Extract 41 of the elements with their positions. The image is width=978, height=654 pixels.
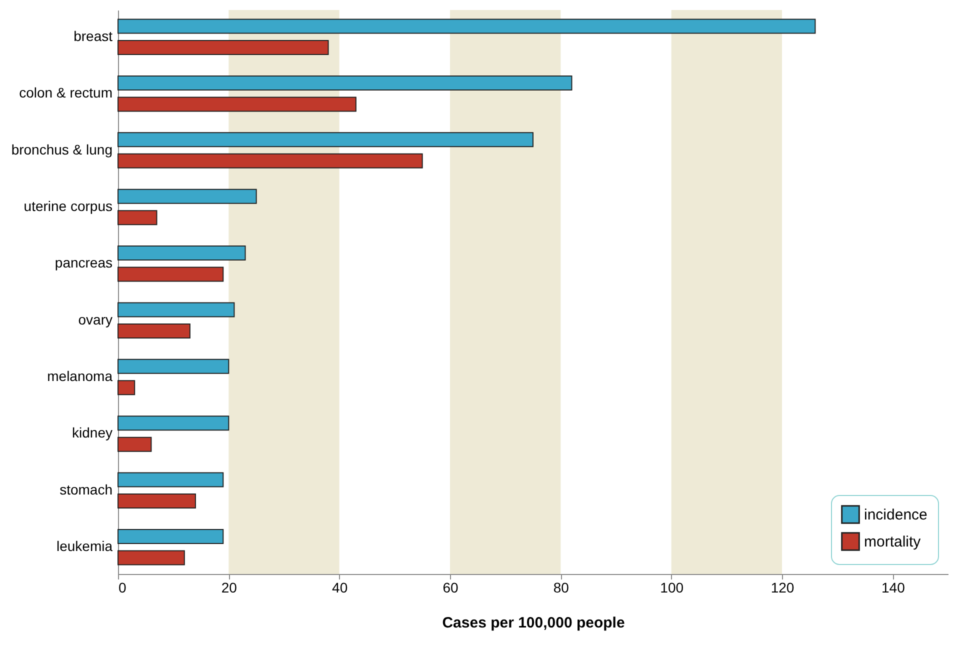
x-tick-label: 140 bbox=[881, 580, 906, 596]
bar bbox=[118, 323, 190, 338]
y-tick-label: pancreas bbox=[54, 254, 112, 271]
bar bbox=[118, 436, 152, 452]
bar bbox=[118, 40, 329, 56]
bar bbox=[118, 358, 230, 374]
x-tick-label: 100 bbox=[660, 580, 684, 596]
x-tick-label: 120 bbox=[770, 580, 794, 596]
y-tick-label: melanoma bbox=[47, 368, 113, 384]
bar bbox=[118, 18, 816, 34]
x-tick-label: 0 bbox=[118, 580, 126, 596]
bar bbox=[118, 210, 158, 226]
bar bbox=[118, 380, 136, 396]
x-tick-label: 60 bbox=[442, 580, 458, 596]
x-tick-label: 20 bbox=[221, 580, 238, 596]
y-tick-label: stomach bbox=[60, 481, 112, 498]
y-tick-label: bronchus & lung bbox=[11, 141, 112, 158]
y-tick-label: colon & rectum bbox=[19, 84, 112, 101]
bar bbox=[118, 494, 196, 509]
y-tick-label: ovary bbox=[78, 311, 112, 328]
y-tick-label: uterine corpus bbox=[24, 198, 112, 214]
bar bbox=[118, 132, 534, 148]
bar bbox=[118, 266, 224, 282]
bar bbox=[118, 472, 224, 488]
bar bbox=[118, 188, 257, 204]
x-tick-label: 80 bbox=[553, 580, 570, 596]
bar bbox=[118, 153, 423, 168]
y-tick-label: kidney bbox=[72, 424, 112, 441]
bar bbox=[118, 416, 230, 431]
bar bbox=[118, 96, 356, 112]
legend-label: incidence bbox=[864, 506, 928, 524]
bar bbox=[118, 550, 185, 566]
bar bbox=[118, 75, 572, 90]
legend-label: mortality bbox=[864, 534, 922, 550]
y-tick-label: leukemia bbox=[56, 538, 113, 554]
bar bbox=[118, 302, 235, 318]
x-tick-label: 40 bbox=[332, 580, 348, 596]
bar bbox=[118, 528, 224, 544]
bar bbox=[118, 246, 246, 261]
x-axis-title: Cases per 100,000 people bbox=[442, 614, 625, 632]
y-tick-label: breast bbox=[74, 28, 113, 44]
